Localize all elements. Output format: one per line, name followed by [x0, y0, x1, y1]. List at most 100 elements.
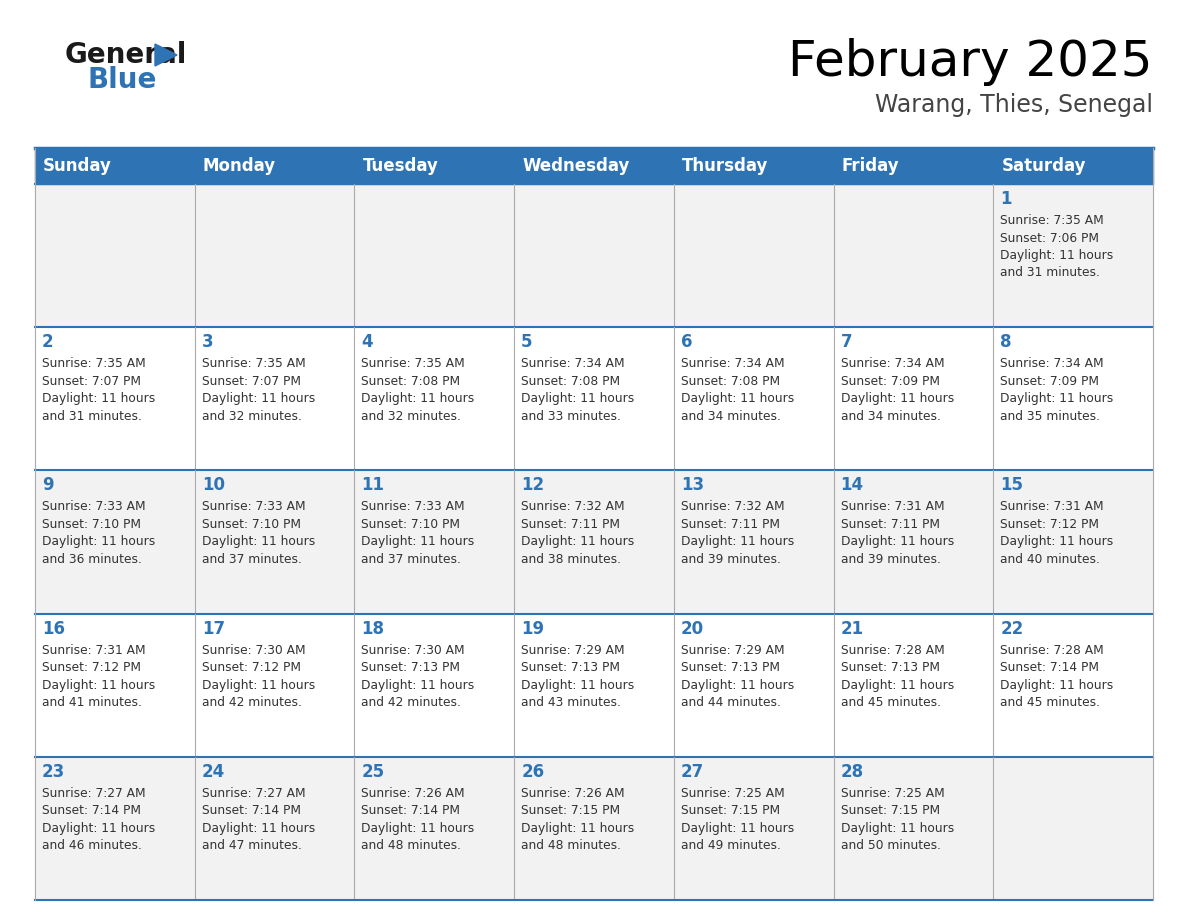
- Text: 11: 11: [361, 476, 385, 495]
- Text: and 32 minutes.: and 32 minutes.: [202, 409, 302, 422]
- Text: Sunrise: 7:27 AM: Sunrise: 7:27 AM: [202, 787, 305, 800]
- Text: Sunset: 7:13 PM: Sunset: 7:13 PM: [361, 661, 461, 674]
- Text: Sunrise: 7:26 AM: Sunrise: 7:26 AM: [361, 787, 465, 800]
- Text: Sunset: 7:09 PM: Sunset: 7:09 PM: [841, 375, 940, 387]
- Text: Sunset: 7:06 PM: Sunset: 7:06 PM: [1000, 231, 1099, 244]
- Text: 1: 1: [1000, 190, 1012, 208]
- Text: 17: 17: [202, 620, 225, 638]
- Text: and 45 minutes.: and 45 minutes.: [841, 696, 941, 709]
- Text: Saturday: Saturday: [1001, 157, 1086, 175]
- Text: Sunset: 7:13 PM: Sunset: 7:13 PM: [522, 661, 620, 674]
- Text: and 41 minutes.: and 41 minutes.: [42, 696, 141, 709]
- Text: Sunset: 7:13 PM: Sunset: 7:13 PM: [841, 661, 940, 674]
- Bar: [34, 148, 1154, 184]
- Text: 21: 21: [841, 620, 864, 638]
- Text: Sunset: 7:11 PM: Sunset: 7:11 PM: [681, 518, 779, 531]
- Text: Daylight: 11 hours: Daylight: 11 hours: [522, 392, 634, 405]
- Text: Daylight: 11 hours: Daylight: 11 hours: [1000, 678, 1113, 691]
- Text: Sunset: 7:12 PM: Sunset: 7:12 PM: [1000, 518, 1099, 531]
- Text: Sunset: 7:07 PM: Sunset: 7:07 PM: [202, 375, 301, 387]
- Text: Daylight: 11 hours: Daylight: 11 hours: [522, 822, 634, 834]
- Text: Sunrise: 7:35 AM: Sunrise: 7:35 AM: [42, 357, 146, 370]
- Text: 23: 23: [42, 763, 65, 781]
- Text: and 32 minutes.: and 32 minutes.: [361, 409, 461, 422]
- Text: Sunset: 7:14 PM: Sunset: 7:14 PM: [202, 804, 301, 817]
- Text: Sunrise: 7:33 AM: Sunrise: 7:33 AM: [42, 500, 146, 513]
- Bar: [34, 613, 1154, 756]
- Text: Sunrise: 7:25 AM: Sunrise: 7:25 AM: [681, 787, 784, 800]
- Text: Sunday: Sunday: [43, 157, 112, 175]
- Text: Sunrise: 7:31 AM: Sunrise: 7:31 AM: [841, 500, 944, 513]
- Text: Wednesday: Wednesday: [523, 157, 630, 175]
- Polygon shape: [154, 44, 177, 66]
- Text: 9: 9: [42, 476, 53, 495]
- Text: Sunrise: 7:32 AM: Sunrise: 7:32 AM: [522, 500, 625, 513]
- Text: Daylight: 11 hours: Daylight: 11 hours: [522, 535, 634, 548]
- Text: Sunset: 7:08 PM: Sunset: 7:08 PM: [361, 375, 461, 387]
- Text: 3: 3: [202, 333, 214, 352]
- Text: General: General: [65, 41, 188, 69]
- Text: 13: 13: [681, 476, 704, 495]
- Text: Sunrise: 7:34 AM: Sunrise: 7:34 AM: [522, 357, 625, 370]
- Text: Sunset: 7:15 PM: Sunset: 7:15 PM: [681, 804, 781, 817]
- Text: Sunrise: 7:32 AM: Sunrise: 7:32 AM: [681, 500, 784, 513]
- Text: Thursday: Thursday: [682, 157, 769, 175]
- Text: 25: 25: [361, 763, 385, 781]
- Text: Daylight: 11 hours: Daylight: 11 hours: [361, 678, 475, 691]
- Bar: [34, 756, 1154, 900]
- Text: Sunset: 7:15 PM: Sunset: 7:15 PM: [841, 804, 940, 817]
- Text: and 39 minutes.: and 39 minutes.: [841, 553, 941, 565]
- Text: Sunrise: 7:26 AM: Sunrise: 7:26 AM: [522, 787, 625, 800]
- Text: Sunset: 7:11 PM: Sunset: 7:11 PM: [522, 518, 620, 531]
- Text: 7: 7: [841, 333, 852, 352]
- Text: Sunset: 7:09 PM: Sunset: 7:09 PM: [1000, 375, 1099, 387]
- Text: and 46 minutes.: and 46 minutes.: [42, 839, 141, 852]
- Text: Sunset: 7:08 PM: Sunset: 7:08 PM: [681, 375, 781, 387]
- Text: Sunrise: 7:35 AM: Sunrise: 7:35 AM: [202, 357, 305, 370]
- Text: Daylight: 11 hours: Daylight: 11 hours: [202, 392, 315, 405]
- Text: Sunset: 7:12 PM: Sunset: 7:12 PM: [202, 661, 301, 674]
- Text: Daylight: 11 hours: Daylight: 11 hours: [681, 535, 794, 548]
- Text: Sunrise: 7:31 AM: Sunrise: 7:31 AM: [1000, 500, 1104, 513]
- Text: and 37 minutes.: and 37 minutes.: [361, 553, 461, 565]
- Text: and 48 minutes.: and 48 minutes.: [522, 839, 621, 852]
- Text: Sunrise: 7:25 AM: Sunrise: 7:25 AM: [841, 787, 944, 800]
- Text: Sunset: 7:10 PM: Sunset: 7:10 PM: [42, 518, 141, 531]
- Text: Sunrise: 7:29 AM: Sunrise: 7:29 AM: [522, 644, 625, 656]
- Text: and 43 minutes.: and 43 minutes.: [522, 696, 621, 709]
- Text: and 38 minutes.: and 38 minutes.: [522, 553, 621, 565]
- Text: and 49 minutes.: and 49 minutes.: [681, 839, 781, 852]
- Text: Sunrise: 7:34 AM: Sunrise: 7:34 AM: [841, 357, 944, 370]
- Text: 22: 22: [1000, 620, 1024, 638]
- Text: Daylight: 11 hours: Daylight: 11 hours: [1000, 392, 1113, 405]
- Bar: [34, 327, 1154, 470]
- Text: Daylight: 11 hours: Daylight: 11 hours: [841, 392, 954, 405]
- Text: and 42 minutes.: and 42 minutes.: [361, 696, 461, 709]
- Text: and 50 minutes.: and 50 minutes.: [841, 839, 941, 852]
- Text: 18: 18: [361, 620, 385, 638]
- Text: Daylight: 11 hours: Daylight: 11 hours: [361, 822, 475, 834]
- Text: 5: 5: [522, 333, 532, 352]
- Text: 8: 8: [1000, 333, 1012, 352]
- Text: Sunrise: 7:35 AM: Sunrise: 7:35 AM: [1000, 214, 1104, 227]
- Text: 12: 12: [522, 476, 544, 495]
- Text: Sunset: 7:14 PM: Sunset: 7:14 PM: [1000, 661, 1099, 674]
- Text: Sunrise: 7:34 AM: Sunrise: 7:34 AM: [1000, 357, 1104, 370]
- Text: and 44 minutes.: and 44 minutes.: [681, 696, 781, 709]
- Text: and 48 minutes.: and 48 minutes.: [361, 839, 461, 852]
- Text: Daylight: 11 hours: Daylight: 11 hours: [681, 392, 794, 405]
- Text: and 47 minutes.: and 47 minutes.: [202, 839, 302, 852]
- Text: and 36 minutes.: and 36 minutes.: [42, 553, 141, 565]
- Text: Daylight: 11 hours: Daylight: 11 hours: [1000, 535, 1113, 548]
- Text: and 42 minutes.: and 42 minutes.: [202, 696, 302, 709]
- Text: 6: 6: [681, 333, 693, 352]
- Text: Sunrise: 7:27 AM: Sunrise: 7:27 AM: [42, 787, 146, 800]
- Text: Blue: Blue: [88, 66, 157, 94]
- Text: Daylight: 11 hours: Daylight: 11 hours: [361, 392, 475, 405]
- Text: Sunrise: 7:35 AM: Sunrise: 7:35 AM: [361, 357, 466, 370]
- Text: and 40 minutes.: and 40 minutes.: [1000, 553, 1100, 565]
- Text: Daylight: 11 hours: Daylight: 11 hours: [42, 535, 156, 548]
- Text: and 34 minutes.: and 34 minutes.: [841, 409, 941, 422]
- Text: and 45 minutes.: and 45 minutes.: [1000, 696, 1100, 709]
- Text: Daylight: 11 hours: Daylight: 11 hours: [42, 822, 156, 834]
